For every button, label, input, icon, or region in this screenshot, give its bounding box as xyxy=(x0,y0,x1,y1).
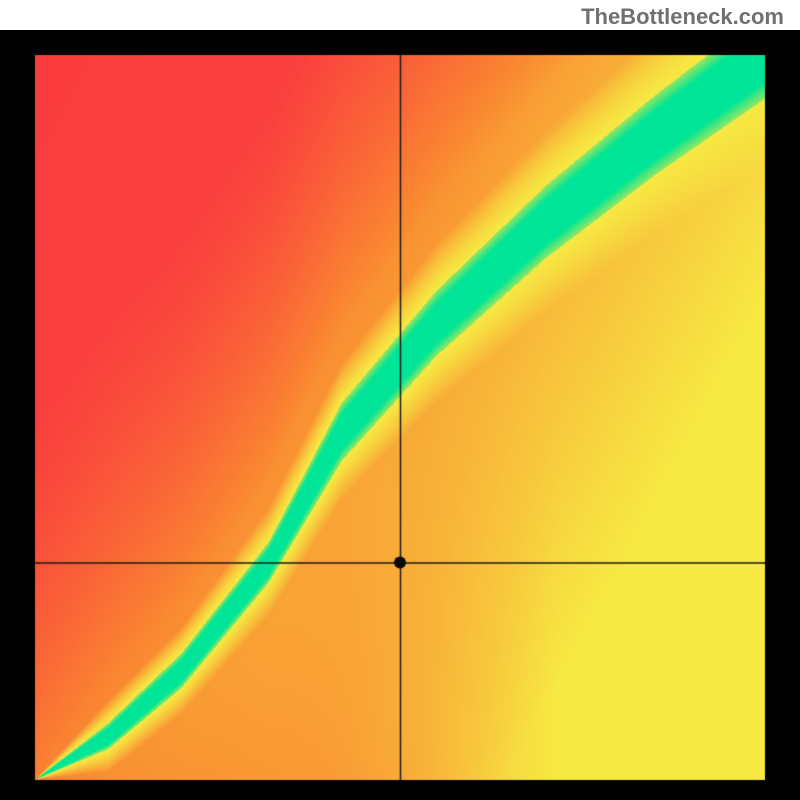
plot-black-frame xyxy=(0,30,800,800)
heatmap-canvas xyxy=(0,30,800,800)
image-root: TheBottleneck.com xyxy=(0,0,800,800)
watermark-text: TheBottleneck.com xyxy=(581,4,784,30)
